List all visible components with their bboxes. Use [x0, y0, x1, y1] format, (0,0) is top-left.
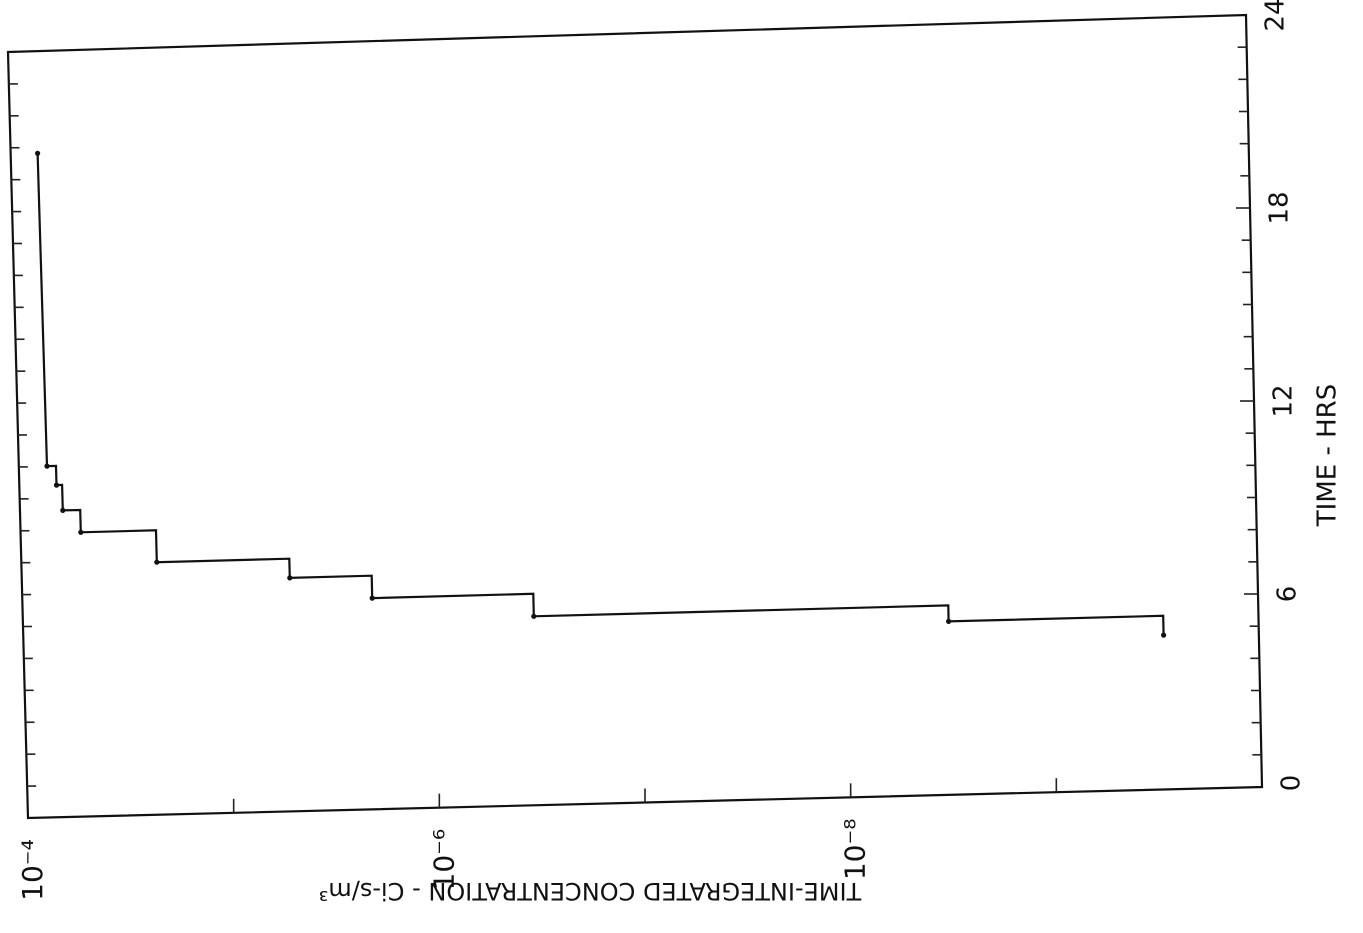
step-point	[78, 529, 84, 535]
data-series	[35, 150, 1167, 638]
step-point	[369, 595, 375, 601]
tick-labels: 0 6 12 18 24 10⁻⁴ 10⁻⁶ 10⁻⁸ TIME - HRS TIME-INTEG…	[16, 0, 1343, 905]
plot-frame	[6, 13, 1264, 820]
step-point	[35, 150, 41, 156]
time-tick-label: 12	[1269, 384, 1299, 417]
step-point	[53, 482, 60, 488]
step-point	[287, 575, 293, 581]
conc-tick-label: 10⁻⁴	[16, 839, 49, 901]
time-axis-title: TIME - HRS	[1313, 384, 1343, 527]
step-point	[60, 507, 66, 513]
time-tick-label: 18	[1265, 191, 1295, 224]
time-tick-label: 6	[1273, 586, 1303, 603]
tick-marks	[8, 46, 1262, 813]
step-series-line	[36, 153, 1165, 636]
conc-tick-label: 10⁻⁸	[839, 819, 872, 881]
step-point	[44, 463, 50, 469]
step-point	[1161, 632, 1167, 638]
step-point	[531, 613, 537, 619]
plot-border	[6, 13, 1264, 820]
time-tick-label: 24	[1261, 0, 1291, 32]
time-tick-label: 0	[1277, 775, 1307, 792]
conc-axis-title: TIME-INTEGRATED CONCENTRATION - Ci-s/m³	[319, 877, 862, 905]
step-point	[946, 618, 952, 625]
step-point	[154, 559, 160, 565]
conc-tick-label: 10⁻⁶	[427, 829, 460, 891]
